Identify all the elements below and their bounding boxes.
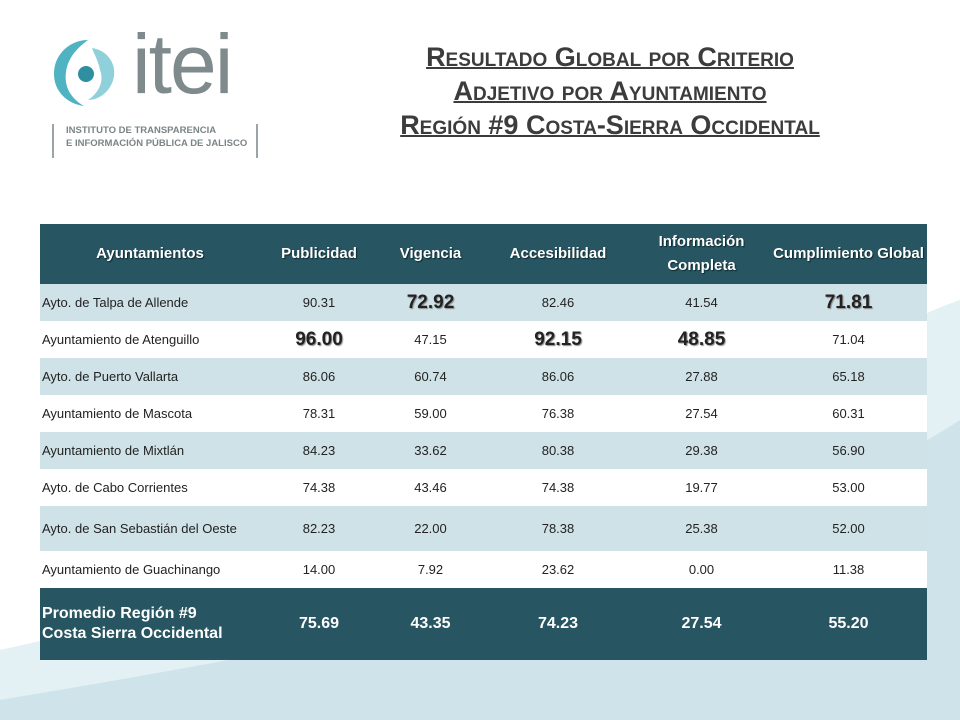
- cell-publicidad: 82.23: [260, 506, 378, 551]
- average-label-line1: Promedio Región #9: [42, 605, 197, 622]
- header-ayuntamientos: Ayuntamientos: [40, 224, 260, 284]
- cell-publicidad: 90.31: [260, 284, 378, 321]
- highlighted-value: 72.92: [406, 291, 455, 313]
- cell-informacion-completa: 48.85: [633, 321, 770, 358]
- page-title: Resultado Global por Criterio Adjetivo p…: [290, 40, 930, 142]
- cell-cumplimiento-global: 60.31: [770, 395, 927, 432]
- logo-wordmark: itei: [132, 17, 233, 111]
- cell-publicidad: 86.06: [260, 358, 378, 395]
- average-cumplimiento-global: 55.20: [770, 588, 927, 660]
- cell-vigencia: 72.92: [378, 284, 483, 321]
- cell-informacion-completa: 27.88: [633, 358, 770, 395]
- cell-accesibilidad: 92.15: [483, 321, 633, 358]
- cell-cumplimiento-global: 71.04: [770, 321, 927, 358]
- cell-cumplimiento-global: 11.38: [770, 551, 927, 588]
- header-vigencia: Vigencia: [378, 224, 483, 284]
- cell-publicidad: 14.00: [260, 551, 378, 588]
- cell-publicidad: 78.31: [260, 395, 378, 432]
- average-label-line2: Costa Sierra Occidental: [42, 625, 223, 642]
- cell-vigencia: 47.15: [378, 321, 483, 358]
- cell-vigencia: 59.00: [378, 395, 483, 432]
- table-row: Ayto. de Cabo Corrientes 74.38 43.46 74.…: [40, 469, 927, 506]
- table-row: Ayto. de Talpa de Allende 90.31 72.92 82…: [40, 284, 927, 321]
- row-name: Ayto. de Talpa de Allende: [40, 284, 260, 321]
- header-accesibilidad: Accesibilidad: [483, 224, 633, 284]
- cell-accesibilidad: 86.06: [483, 358, 633, 395]
- cell-publicidad: 96.00: [260, 321, 378, 358]
- average-informacion-completa: 27.54: [633, 588, 770, 660]
- cell-cumplimiento-global: 71.81: [770, 284, 927, 321]
- logo-subtitle: INSTITUTO DE TRANSPARENCIA E INFORMACIÓN…: [52, 124, 258, 158]
- table-footer-average-row: Promedio Región #9 Costa Sierra Occident…: [40, 588, 927, 660]
- cell-cumplimiento-global: 56.90: [770, 432, 927, 469]
- highlighted-value: 71.81: [824, 291, 873, 313]
- cell-vigencia: 22.00: [378, 506, 483, 551]
- average-publicidad: 75.69: [260, 588, 378, 660]
- table-header-row: Ayuntamientos Publicidad Vigencia Accesi…: [40, 224, 927, 284]
- cell-accesibilidad: 78.38: [483, 506, 633, 551]
- cell-publicidad: 84.23: [260, 432, 378, 469]
- cell-cumplimiento-global: 53.00: [770, 469, 927, 506]
- row-name: Ayto. de San Sebastián del Oeste: [40, 506, 260, 551]
- table-row: Ayuntamiento de Mascota 78.31 59.00 76.3…: [40, 395, 927, 432]
- cell-informacion-completa: 29.38: [633, 432, 770, 469]
- cell-vigencia: 7.92: [378, 551, 483, 588]
- title-line1: Resultado Global por Criterio: [426, 42, 794, 72]
- cell-informacion-completa: 41.54: [633, 284, 770, 321]
- header-informacion-completa: Información Completa: [633, 224, 770, 284]
- row-name: Ayuntamiento de Guachinango: [40, 551, 260, 588]
- highlighted-value: 92.15: [534, 328, 582, 350]
- header-publicidad: Publicidad: [260, 224, 378, 284]
- row-name: Ayto. de Puerto Vallarta: [40, 358, 260, 395]
- highlighted-value: 96.00: [295, 328, 343, 350]
- cell-informacion-completa: 27.54: [633, 395, 770, 432]
- results-table: Ayuntamientos Publicidad Vigencia Accesi…: [40, 224, 927, 660]
- cell-accesibilidad: 80.38: [483, 432, 633, 469]
- logo-subtitle-line2: E INFORMACIÓN PÚBLICA DE JALISCO: [66, 138, 248, 149]
- row-name: Ayuntamiento de Mixtlán: [40, 432, 260, 469]
- cell-accesibilidad: 82.46: [483, 284, 633, 321]
- cell-informacion-completa: 25.38: [633, 506, 770, 551]
- table-row: Ayto. de San Sebastián del Oeste 82.23 2…: [40, 506, 927, 551]
- cell-vigencia: 43.46: [378, 469, 483, 506]
- logo-subtitle-line1: INSTITUTO DE TRANSPARENCIA: [66, 125, 217, 136]
- cell-publicidad: 74.38: [260, 469, 378, 506]
- cell-accesibilidad: 23.62: [483, 551, 633, 588]
- average-accesibilidad: 74.23: [483, 588, 633, 660]
- header-cumplimiento-global: Cumplimiento Global: [770, 224, 927, 284]
- average-row-label: Promedio Región #9 Costa Sierra Occident…: [40, 588, 260, 660]
- row-name: Ayuntamiento de Mascota: [40, 395, 260, 432]
- average-vigencia: 43.35: [378, 588, 483, 660]
- cell-vigencia: 33.62: [378, 432, 483, 469]
- cell-cumplimiento-global: 65.18: [770, 358, 927, 395]
- row-name: Ayuntamiento de Atenguillo: [40, 321, 260, 358]
- table-row: Ayuntamiento de Atenguillo 96.00 47.15 9…: [40, 321, 927, 358]
- cell-accesibilidad: 76.38: [483, 395, 633, 432]
- title-line2: Adjetivo por Ayuntamiento: [453, 76, 767, 106]
- logo-swirl-icon: [54, 40, 115, 106]
- table-row: Ayuntamiento de Mixtlán 84.23 33.62 80.3…: [40, 432, 927, 469]
- cell-informacion-completa: 19.77: [633, 469, 770, 506]
- row-name: Ayto. de Cabo Corrientes: [40, 469, 260, 506]
- highlighted-value: 48.85: [677, 328, 726, 350]
- cell-informacion-completa: 0.00: [633, 551, 770, 588]
- cell-vigencia: 60.74: [378, 358, 483, 395]
- table-row: Ayto. de Puerto Vallarta 86.06 60.74 86.…: [40, 358, 927, 395]
- table-row: Ayuntamiento de Guachinango 14.00 7.92 2…: [40, 551, 927, 588]
- title-line3: Región #9 Costa-Sierra Occidental: [400, 110, 820, 140]
- cell-cumplimiento-global: 52.00: [770, 506, 927, 551]
- itei-logo: itei INSTITUTO DE TRANSPARENCIA E INFORM…: [40, 22, 270, 163]
- cell-accesibilidad: 74.38: [483, 469, 633, 506]
